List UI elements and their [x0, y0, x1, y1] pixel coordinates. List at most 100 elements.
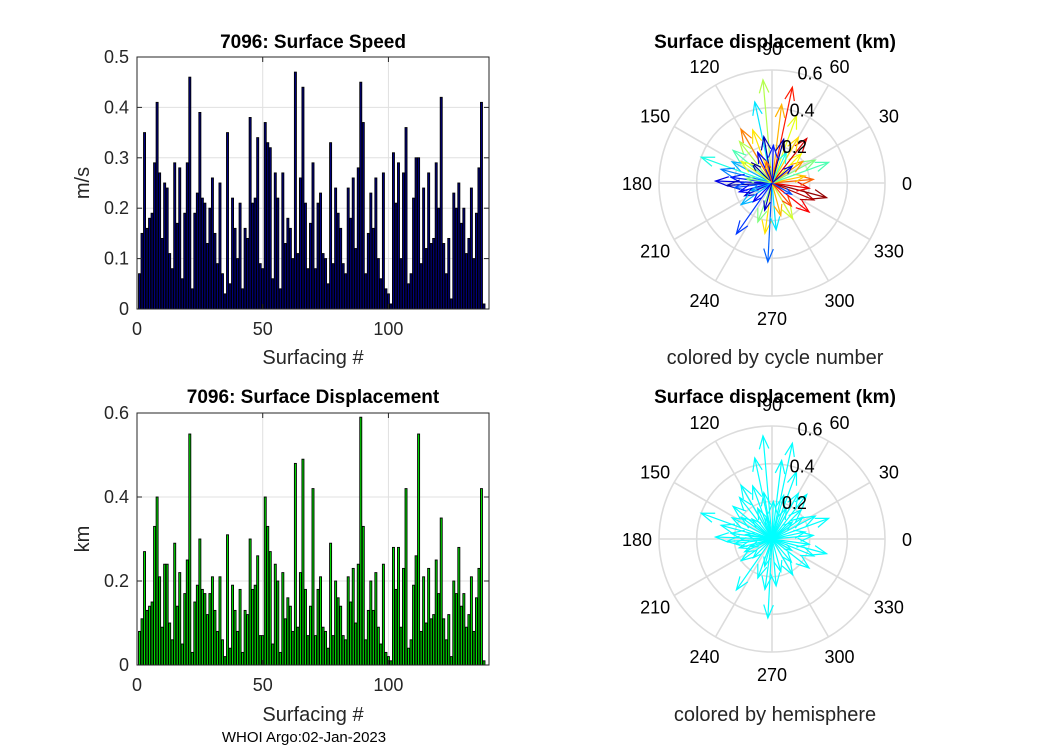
- vector-shaft: [735, 182, 773, 235]
- bar: [404, 127, 408, 310]
- bar: [339, 227, 343, 310]
- y-tick-label: 0: [119, 655, 129, 675]
- bar: [381, 563, 385, 666]
- bar: [314, 268, 317, 310]
- vector-shaft: [771, 182, 792, 207]
- bar: [331, 635, 335, 666]
- vector-shaft: [771, 182, 810, 213]
- vector-head: [787, 470, 798, 486]
- bar: [359, 416, 363, 666]
- displacement-vector: [738, 140, 773, 184]
- angle-label: 210: [640, 598, 670, 618]
- bar: [160, 237, 164, 310]
- bar: [366, 609, 370, 666]
- x-tick-label: 100: [373, 675, 403, 695]
- vector-head: [796, 537, 812, 548]
- bar: [459, 222, 463, 310]
- vector-head: [783, 164, 794, 175]
- bar: [283, 243, 287, 310]
- bar: [253, 197, 257, 310]
- vector-head: [801, 159, 817, 171]
- bar: [198, 538, 202, 666]
- bar: [263, 496, 267, 666]
- bar: [432, 614, 436, 666]
- bar: [427, 567, 431, 666]
- vector-head: [739, 193, 755, 206]
- vector-shaft: [771, 178, 814, 184]
- bar: [306, 268, 310, 310]
- bar: [228, 283, 232, 310]
- bar: [286, 217, 290, 310]
- vector-shaft: [757, 538, 773, 579]
- displacement-vector: [771, 506, 788, 540]
- bar: [424, 248, 428, 310]
- bar: [316, 202, 320, 310]
- displacement-vector: [771, 137, 786, 184]
- bar: [351, 177, 355, 310]
- bar: [281, 172, 285, 310]
- displacement-vector: [731, 149, 773, 184]
- displacement-vector: [749, 538, 773, 548]
- angle-label: 180: [622, 174, 652, 194]
- vector-shaft: [739, 497, 773, 540]
- bar: [404, 488, 408, 666]
- bar: [213, 609, 217, 666]
- bar: [384, 651, 388, 666]
- bar: [334, 187, 338, 310]
- displacement-vector: [750, 161, 773, 184]
- vector-shaft: [771, 534, 814, 540]
- vector-head: [699, 512, 716, 523]
- angle-label: 120: [689, 57, 719, 77]
- displacement-vector: [730, 160, 773, 184]
- bar: [178, 167, 182, 310]
- displacement-vector: [763, 538, 773, 568]
- bar: [205, 614, 209, 666]
- vector-head: [757, 207, 768, 224]
- vector-shaft: [771, 139, 785, 184]
- vector-shaft: [740, 128, 773, 184]
- bar: [175, 222, 179, 310]
- bar: [183, 212, 187, 310]
- displacement-vector: [758, 434, 773, 540]
- bar: [444, 639, 448, 666]
- vector-shaft: [745, 533, 773, 540]
- bar: [210, 177, 214, 310]
- bar: [434, 559, 438, 666]
- bar: [261, 268, 265, 310]
- angle-label: 0: [902, 174, 912, 194]
- bar: [231, 584, 234, 666]
- bar: [452, 580, 456, 666]
- bar: [241, 288, 245, 310]
- x-axis-label: Surfacing #: [262, 704, 364, 726]
- y-tick-label: 0: [119, 299, 129, 319]
- displacement-vector: [699, 156, 773, 184]
- x-tick-label: 50: [253, 675, 273, 695]
- bar: [371, 609, 375, 666]
- displacement-vector: [771, 529, 807, 540]
- bar: [329, 542, 333, 666]
- angle-label: 270: [757, 309, 787, 329]
- bar: [379, 643, 383, 666]
- vector-shaft: [771, 538, 782, 572]
- vector-head: [781, 560, 794, 577]
- bar: [429, 618, 433, 666]
- bar: [248, 117, 252, 310]
- bar: [236, 258, 240, 310]
- vector-shaft: [764, 538, 773, 590]
- vector-shaft: [757, 152, 773, 184]
- vector-head: [814, 161, 831, 172]
- bar: [286, 597, 290, 666]
- vector-head: [763, 604, 774, 620]
- vector-shaft: [771, 538, 810, 545]
- vector-head: [814, 517, 831, 528]
- displacement-vector: [739, 516, 773, 540]
- bar: [480, 488, 483, 666]
- bar: [384, 288, 388, 310]
- bar: [301, 458, 305, 666]
- vector-shaft: [715, 536, 773, 540]
- bar: [349, 217, 353, 310]
- vector-shaft: [701, 156, 773, 184]
- bar: [163, 563, 167, 666]
- vector-shaft: [763, 136, 773, 184]
- vector-shaft: [734, 538, 773, 545]
